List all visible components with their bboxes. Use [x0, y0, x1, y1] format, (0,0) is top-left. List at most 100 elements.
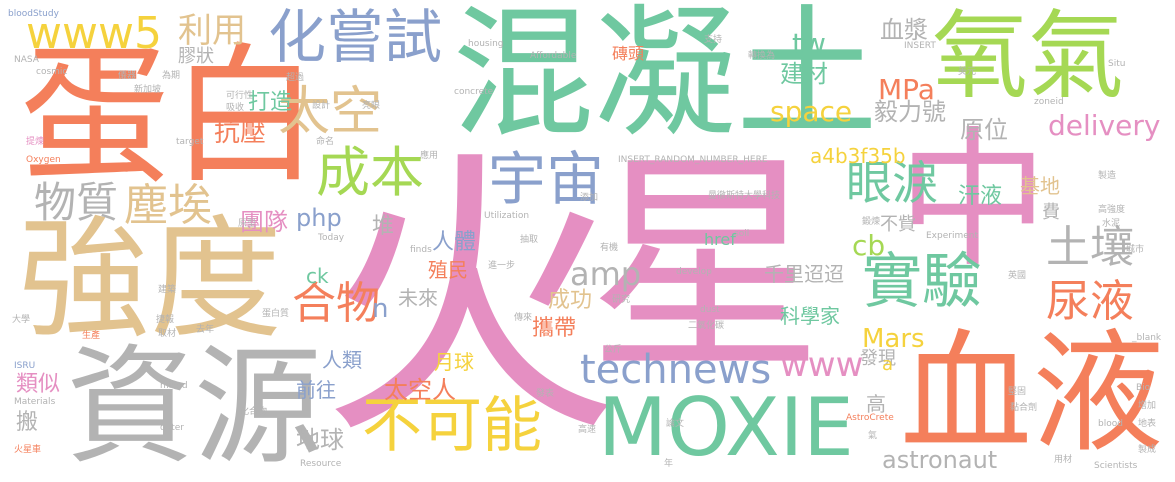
word: 英國: [1008, 271, 1027, 281]
word: n: [372, 294, 389, 324]
word: ck: [306, 264, 329, 288]
word: 化合物: [240, 407, 268, 417]
word: 宇宙: [488, 145, 605, 213]
word: Affordable: [530, 51, 577, 61]
word: 氧氣: [932, 0, 1124, 112]
word: housing: [468, 39, 504, 49]
word: Materials: [14, 397, 56, 407]
word: 費: [1042, 202, 1060, 223]
word: 類似: [16, 372, 61, 397]
word: 吸收: [226, 103, 245, 113]
word: 科學家: [780, 304, 840, 328]
word: 公斤: [604, 345, 623, 355]
word: Today: [318, 233, 345, 243]
word: blood: [1098, 419, 1123, 429]
word: mixed: [160, 381, 188, 391]
word: www: [780, 345, 864, 385]
word: 原型: [238, 219, 257, 229]
word: astronaut: [882, 446, 998, 474]
word: 研究: [612, 295, 631, 305]
word: 火星車: [14, 445, 42, 455]
word: 汗液: [958, 184, 1003, 209]
word: 利用: [178, 11, 246, 51]
word: 太空: [278, 82, 383, 142]
word: 眼淚: [846, 156, 938, 210]
word: Scientists: [1094, 461, 1138, 471]
word: INSERT_RANDOM_NUMBER_HERE: [618, 155, 768, 165]
word: 成功: [548, 288, 593, 313]
word: 人體: [432, 230, 477, 255]
word: Bio: [1136, 383, 1151, 393]
word: 大學: [12, 315, 31, 325]
word: 殖民: [428, 258, 468, 282]
word: 添加: [580, 193, 599, 203]
word: 成本: [316, 141, 424, 204]
word: 年: [664, 459, 674, 469]
word: 高速: [578, 425, 597, 435]
word: 蛋白質: [262, 309, 290, 319]
word: 建材: [780, 60, 828, 88]
word: 曼徹斯特大學科技: [708, 191, 781, 201]
word: 轉換為: [748, 51, 776, 61]
word: outer: [160, 423, 184, 433]
word: 月球: [434, 350, 474, 374]
word: target: [176, 137, 204, 147]
word: 蛋白: [20, 30, 321, 204]
word: concrete: [454, 87, 494, 97]
word: 磚頭: [612, 44, 645, 63]
word: 有機: [600, 243, 619, 253]
word: 血液: [900, 317, 1164, 471]
word: 堅固: [1008, 387, 1027, 397]
word: 命名: [316, 137, 335, 147]
word: 黏合劑: [1010, 403, 1038, 413]
word: 超過: [286, 73, 305, 83]
word: a4b3f35b: [810, 144, 906, 168]
word: soil: [734, 229, 750, 239]
word: develop: [676, 267, 712, 277]
word: 前往: [296, 378, 336, 402]
word: 製成: [1138, 445, 1157, 455]
word: 鍛煉: [862, 217, 881, 227]
word: 抽取: [520, 235, 539, 245]
word: 二氧化碳: [688, 321, 725, 331]
word: 水泥: [1102, 219, 1121, 229]
word: Utilization: [484, 211, 530, 221]
word: 塵埃: [124, 180, 212, 231]
word: 抗壓: [214, 118, 267, 148]
word: MPa: [878, 73, 935, 106]
word: 團隊: [240, 208, 288, 236]
word: technews: [580, 347, 772, 393]
word: 製造: [1098, 171, 1117, 181]
word: delivery: [1048, 109, 1161, 142]
word: 美元: [958, 67, 977, 77]
word: zoneid: [1034, 97, 1064, 107]
word: 提煉: [26, 137, 45, 147]
word: href: [704, 230, 736, 249]
word: 為期: [162, 71, 181, 81]
word: 混凝土: [452, 0, 878, 157]
word: 血漿: [880, 16, 928, 44]
word: 搬: [16, 410, 39, 435]
word: 支持: [704, 35, 723, 45]
word: 化嘗試: [268, 3, 443, 71]
word: 基地: [1020, 174, 1060, 198]
word: amp: [570, 255, 642, 293]
word: finds: [410, 245, 432, 255]
word: 土壤: [1046, 222, 1134, 273]
word: 傳來: [514, 313, 533, 323]
word: 實驗: [862, 247, 982, 317]
word: 新加坡: [134, 85, 162, 95]
word: a: [882, 354, 894, 375]
word: 中: [898, 114, 1049, 288]
word: NASA: [14, 55, 39, 65]
word: 取材: [158, 329, 177, 339]
word: 氣: [868, 431, 878, 441]
word: 高強度: [1098, 205, 1126, 215]
word: cb: [852, 229, 886, 262]
word: 去年: [196, 325, 215, 335]
word: 尿液: [1046, 276, 1134, 327]
word: 地球: [296, 426, 344, 454]
word: 城市: [1126, 245, 1145, 255]
word: ISRU: [14, 361, 36, 371]
